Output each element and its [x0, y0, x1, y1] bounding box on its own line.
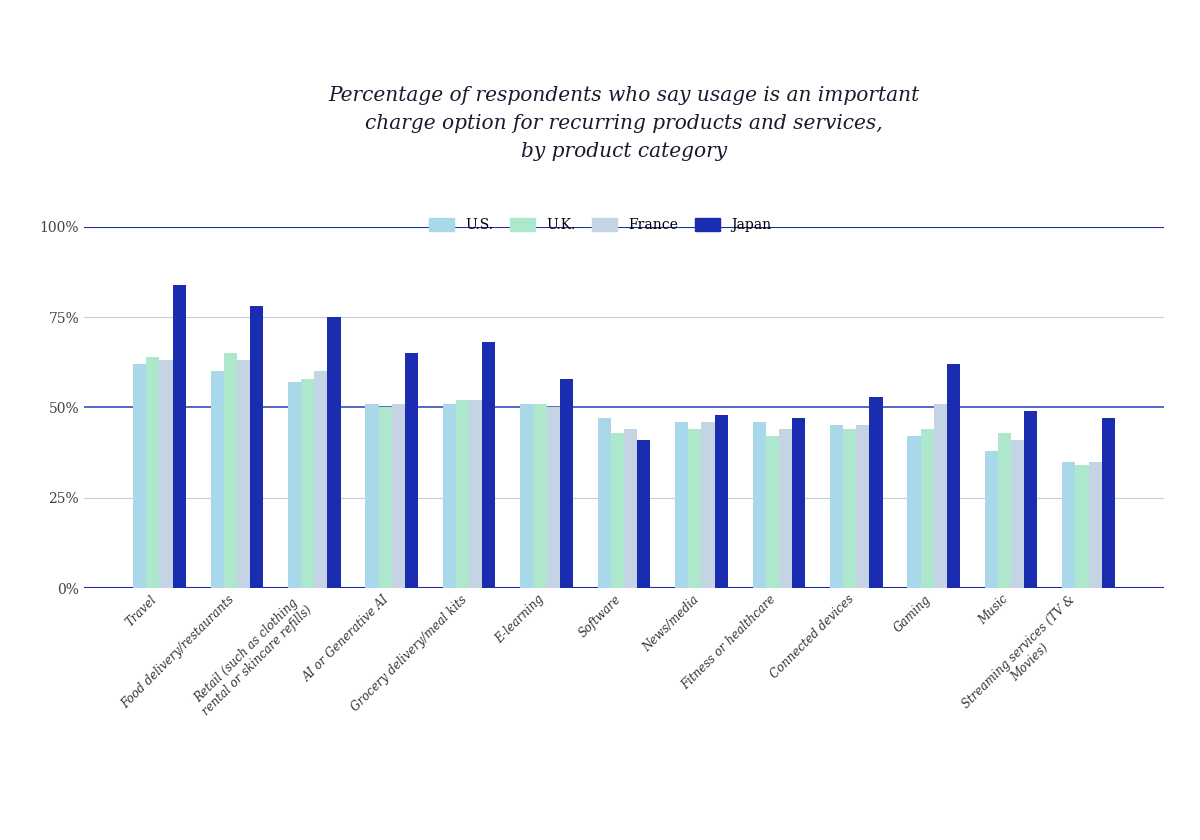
Bar [482, 343, 496, 588]
Bar [934, 404, 947, 588]
Bar [236, 360, 250, 588]
Bar [328, 317, 341, 588]
Bar [391, 404, 404, 588]
Bar [1025, 411, 1038, 588]
Bar [702, 422, 714, 588]
Bar [907, 436, 920, 588]
Bar [689, 429, 702, 588]
Bar [792, 418, 805, 588]
Bar [546, 407, 559, 588]
Bar [1088, 462, 1102, 588]
Bar [469, 400, 482, 588]
Bar [870, 396, 883, 588]
Bar [521, 404, 534, 588]
Bar [223, 353, 236, 588]
Bar [160, 360, 173, 588]
Bar [714, 415, 727, 588]
Bar [173, 285, 186, 588]
Bar [250, 307, 263, 588]
Bar [779, 429, 792, 588]
Bar [146, 357, 160, 588]
Bar [301, 379, 314, 588]
Bar [210, 371, 223, 588]
Bar [1102, 418, 1115, 588]
Bar [1075, 465, 1088, 588]
Legend: U.S., U.K., France, Japan: U.S., U.K., France, Japan [424, 213, 776, 238]
Bar [637, 440, 650, 588]
Bar [766, 436, 779, 588]
Bar [857, 425, 870, 588]
Bar [830, 425, 844, 588]
Bar [378, 407, 391, 588]
Bar [443, 404, 456, 588]
Bar [985, 451, 998, 588]
Bar [998, 433, 1012, 588]
Bar [456, 400, 469, 588]
Bar [1062, 462, 1075, 588]
Bar [598, 418, 611, 588]
Bar [676, 422, 689, 588]
Bar [534, 404, 546, 588]
Bar [288, 382, 301, 588]
Bar [314, 371, 328, 588]
Bar [844, 429, 857, 588]
Bar [752, 422, 766, 588]
Bar [133, 364, 146, 588]
Title: Percentage of respondents who say usage is an important
charge option for recurr: Percentage of respondents who say usage … [329, 87, 919, 161]
Bar [624, 429, 637, 588]
Bar [920, 429, 934, 588]
Bar [947, 364, 960, 588]
Bar [1012, 440, 1025, 588]
Bar [404, 353, 418, 588]
Bar [611, 433, 624, 588]
Bar [365, 404, 378, 588]
Bar [559, 379, 572, 588]
